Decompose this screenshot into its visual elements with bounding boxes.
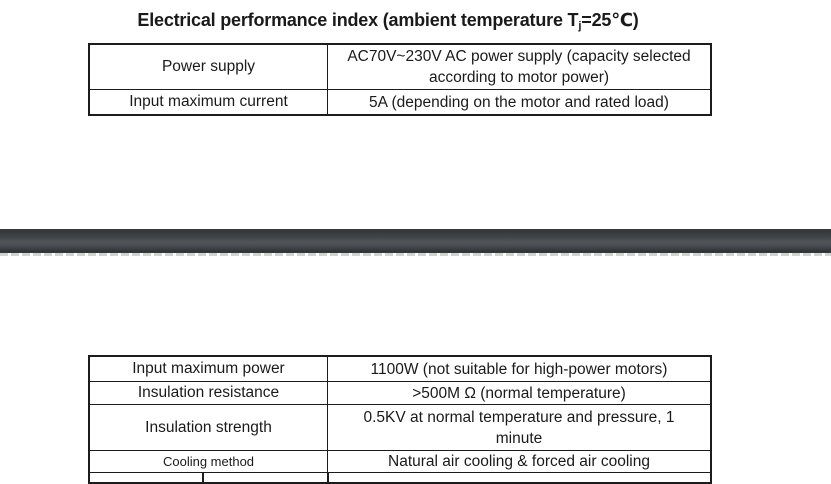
row-value: 0.5KV at normal temperature and pressure… [363,408,675,447]
row-value: AC70V~230V AC power supply (capacity sel… [347,48,691,86]
page-edge-dashed-line [0,253,831,256]
row-value: 1100W (not suitable for high-power motor… [370,360,668,378]
row-value: 5A (depending on the motor and rated loa… [369,93,669,111]
row-label: Input maximum power [90,357,328,381]
page-separator-bar [0,229,831,253]
row-label: Power supply [90,45,328,89]
page-title-text: Electrical performance index (ambient te… [137,10,579,30]
table-row: Power supply AC70V~230V AC power supply … [90,45,710,89]
row-label: Insulation strength [90,405,328,450]
row-value: Natural air cooling & forced air cooling [388,453,650,470]
row-label: Insulation resistance [90,382,328,404]
table-row: Insulation resistance >500M Ω (normal te… [90,381,710,404]
partial-row-divider [202,473,204,483]
row-label: Input maximum current [90,90,328,114]
table-row: Input maximum current 5A (depending on t… [90,89,710,114]
page-title-suffix: =25℃) [581,10,639,30]
electrical-spec-table-page1: Power supply AC70V~230V AC power supply … [88,43,712,116]
table-row: Input maximum power 1100W (not suitable … [90,357,710,381]
table-row: Insulation strength 0.5KV at normal temp… [90,404,710,450]
electrical-spec-table-page2: Input maximum power 1100W (not suitable … [88,355,712,484]
page-title-subscript: j [578,20,582,33]
table-row: Cooling method Natural air cooling & for… [90,450,710,472]
row-label: Cooling method [90,451,328,472]
partial-row-divider [327,473,329,483]
table-row-partial [90,472,710,483]
row-value: >500M Ω (normal temperature) [412,384,626,402]
page-title: Electrical performance index (ambient te… [76,6,700,37]
